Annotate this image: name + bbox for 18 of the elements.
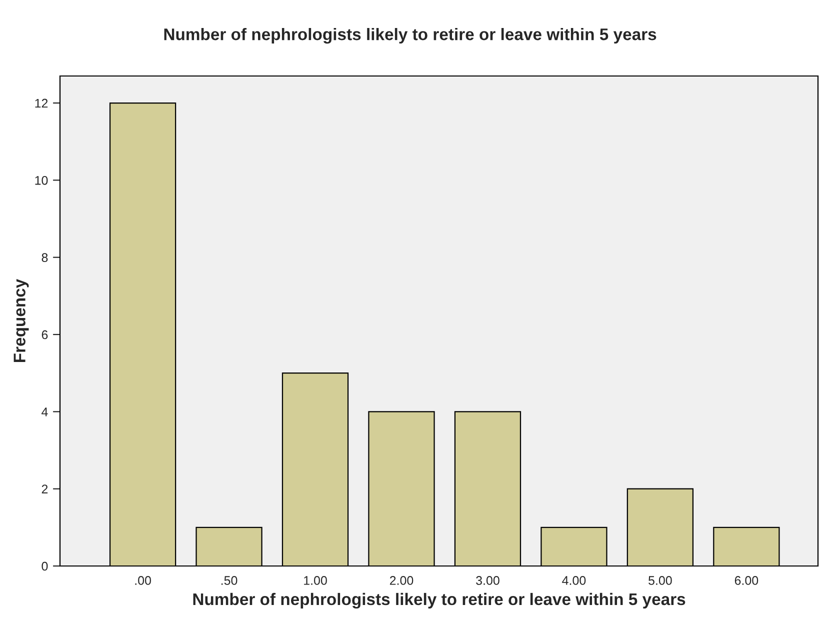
x-tick-label: 4.00 — [562, 576, 586, 585]
y-tick-label: 6 — [42, 330, 48, 340]
x-tick-label: 2.00 — [390, 576, 414, 585]
y-axis-title: Frequency — [14, 278, 29, 362]
x-axis-title: Number of nephrologists likely to retire or leave within 5 years — [193, 592, 686, 609]
x-tick-label: 3.00 — [476, 576, 500, 585]
x-tick-label: .00 — [135, 576, 151, 585]
y-tick-label: 4 — [42, 408, 48, 416]
y-tick-label: 8 — [42, 253, 48, 262]
x-tick-label: .50 — [221, 576, 238, 585]
chart-title: Number of nephrologists likely to retire or leave within 5 years — [164, 28, 656, 44]
x-tick-label: 5.00 — [648, 576, 672, 585]
y-tick-label: 10 — [35, 176, 48, 185]
y-tick-label: 12 — [35, 98, 48, 108]
y-tick-label: 2 — [42, 484, 48, 494]
x-tick-label: 1.00 — [304, 576, 327, 585]
y-tick-label: 0 — [42, 562, 48, 571]
x-tick-label: 6.00 — [734, 576, 758, 585]
